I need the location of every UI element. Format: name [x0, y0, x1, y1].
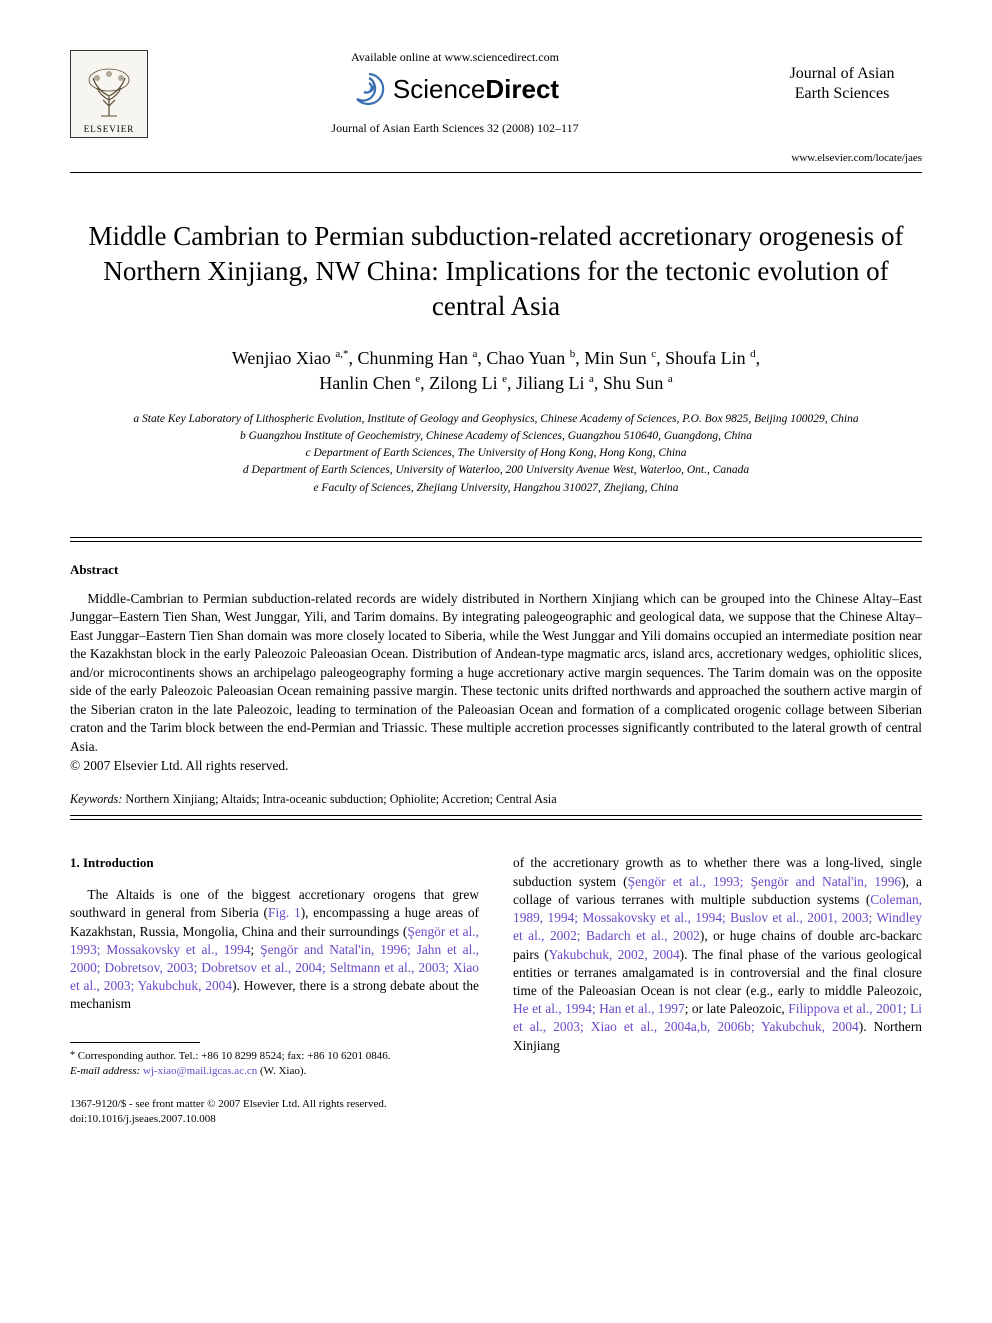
keywords: Keywords: Northern Xinjiang; Altaids; In…	[70, 792, 922, 807]
intro-para-left: The Altaids is one of the biggest accret…	[70, 886, 479, 1014]
center-header: Available online at www.sciencedirect.co…	[148, 50, 762, 136]
abstract-body: Middle-Cambrian to Permian subduction-re…	[70, 590, 922, 757]
email-line: E-mail address: wj-xiao@mail.igcas.ac.cn…	[70, 1064, 479, 1079]
affiliations: a State Key Laboratory of Lithospheric E…	[70, 411, 922, 497]
keywords-label: Keywords:	[70, 792, 122, 806]
right-header: Journal of Asian Earth Sciences www.else…	[762, 50, 922, 164]
right-column: of the accretionary growth as to whether…	[513, 854, 922, 1127]
elsevier-logo-text: ELSEVIER	[84, 121, 135, 137]
sciencedirect-logo: ScienceDirect	[168, 71, 742, 107]
email-who: (W. Xiao).	[260, 1065, 306, 1077]
doi-line: doi:10.1016/j.jseaes.2007.10.008	[70, 1112, 479, 1127]
affiliation-b: b Guangzhou Institute of Geochemistry, C…	[70, 428, 922, 445]
email-label: E-mail address:	[70, 1065, 140, 1077]
affiliation-a: a State Key Laboratory of Lithospheric E…	[70, 411, 922, 428]
journal-reference: Journal of Asian Earth Sciences 32 (2008…	[168, 121, 742, 136]
journal-url: www.elsevier.com/locate/jaes	[762, 152, 922, 164]
journal-name-l1: Journal of Asian	[790, 65, 895, 82]
header-row: ELSEVIER Available online at www.science…	[70, 50, 922, 164]
keywords-text: Northern Xinjiang; Altaids; Intra-oceani…	[122, 792, 556, 806]
section-1-heading: 1. Introduction	[70, 854, 479, 872]
available-online-text: Available online at www.sciencedirect.co…	[168, 50, 742, 65]
corresponding-author: * Corresponding author. Tel.: +86 10 829…	[70, 1049, 479, 1064]
sd-prefix: Science	[393, 74, 486, 104]
journal-name-l2: Earth Sciences	[795, 85, 890, 102]
front-matter-line: 1367-9120/$ - see front matter © 2007 El…	[70, 1097, 479, 1112]
footnote-block: * Corresponding author. Tel.: +86 10 829…	[70, 1049, 479, 1080]
sciencedirect-name: ScienceDirect	[393, 74, 559, 105]
authors: Wenjiao Xiao a,*, Chunming Han a, Chao Y…	[70, 346, 922, 396]
journal-name: Journal of Asian Earth Sciences	[762, 64, 922, 104]
bottom-meta: 1367-9120/$ - see front matter © 2007 El…	[70, 1097, 479, 1127]
header-rule	[70, 172, 922, 173]
article-title: Middle Cambrian to Permian subduction-re…	[70, 219, 922, 324]
footnote-corresponding: Corresponding author. Tel.: +86 10 8299 …	[78, 1050, 391, 1062]
elsevier-logo: ELSEVIER	[70, 50, 148, 138]
footnote-rule	[70, 1042, 200, 1043]
body-columns: 1. Introduction The Altaids is one of th…	[70, 854, 922, 1127]
abstract-heading: Abstract	[70, 562, 922, 578]
email-link[interactable]: wj-xiao@mail.igcas.ac.cn	[143, 1065, 257, 1077]
elsevier-tree-icon	[79, 66, 139, 121]
affiliation-e: e Faculty of Sciences, Zhejiang Universi…	[70, 480, 922, 497]
intro-para-right: of the accretionary growth as to whether…	[513, 854, 922, 1054]
sd-suffix: Direct	[485, 74, 559, 104]
abstract-rule-bot-thick	[70, 819, 922, 820]
copyright-line: © 2007 Elsevier Ltd. All rights reserved…	[70, 758, 922, 774]
abstract-rule-top-thin	[70, 541, 922, 542]
sciencedirect-swirl-icon	[351, 71, 387, 107]
affiliation-d: d Department of Earth Sciences, Universi…	[70, 462, 922, 479]
left-column: 1. Introduction The Altaids is one of th…	[70, 854, 479, 1127]
affiliation-c: c Department of Earth Sciences, The Univ…	[70, 445, 922, 462]
